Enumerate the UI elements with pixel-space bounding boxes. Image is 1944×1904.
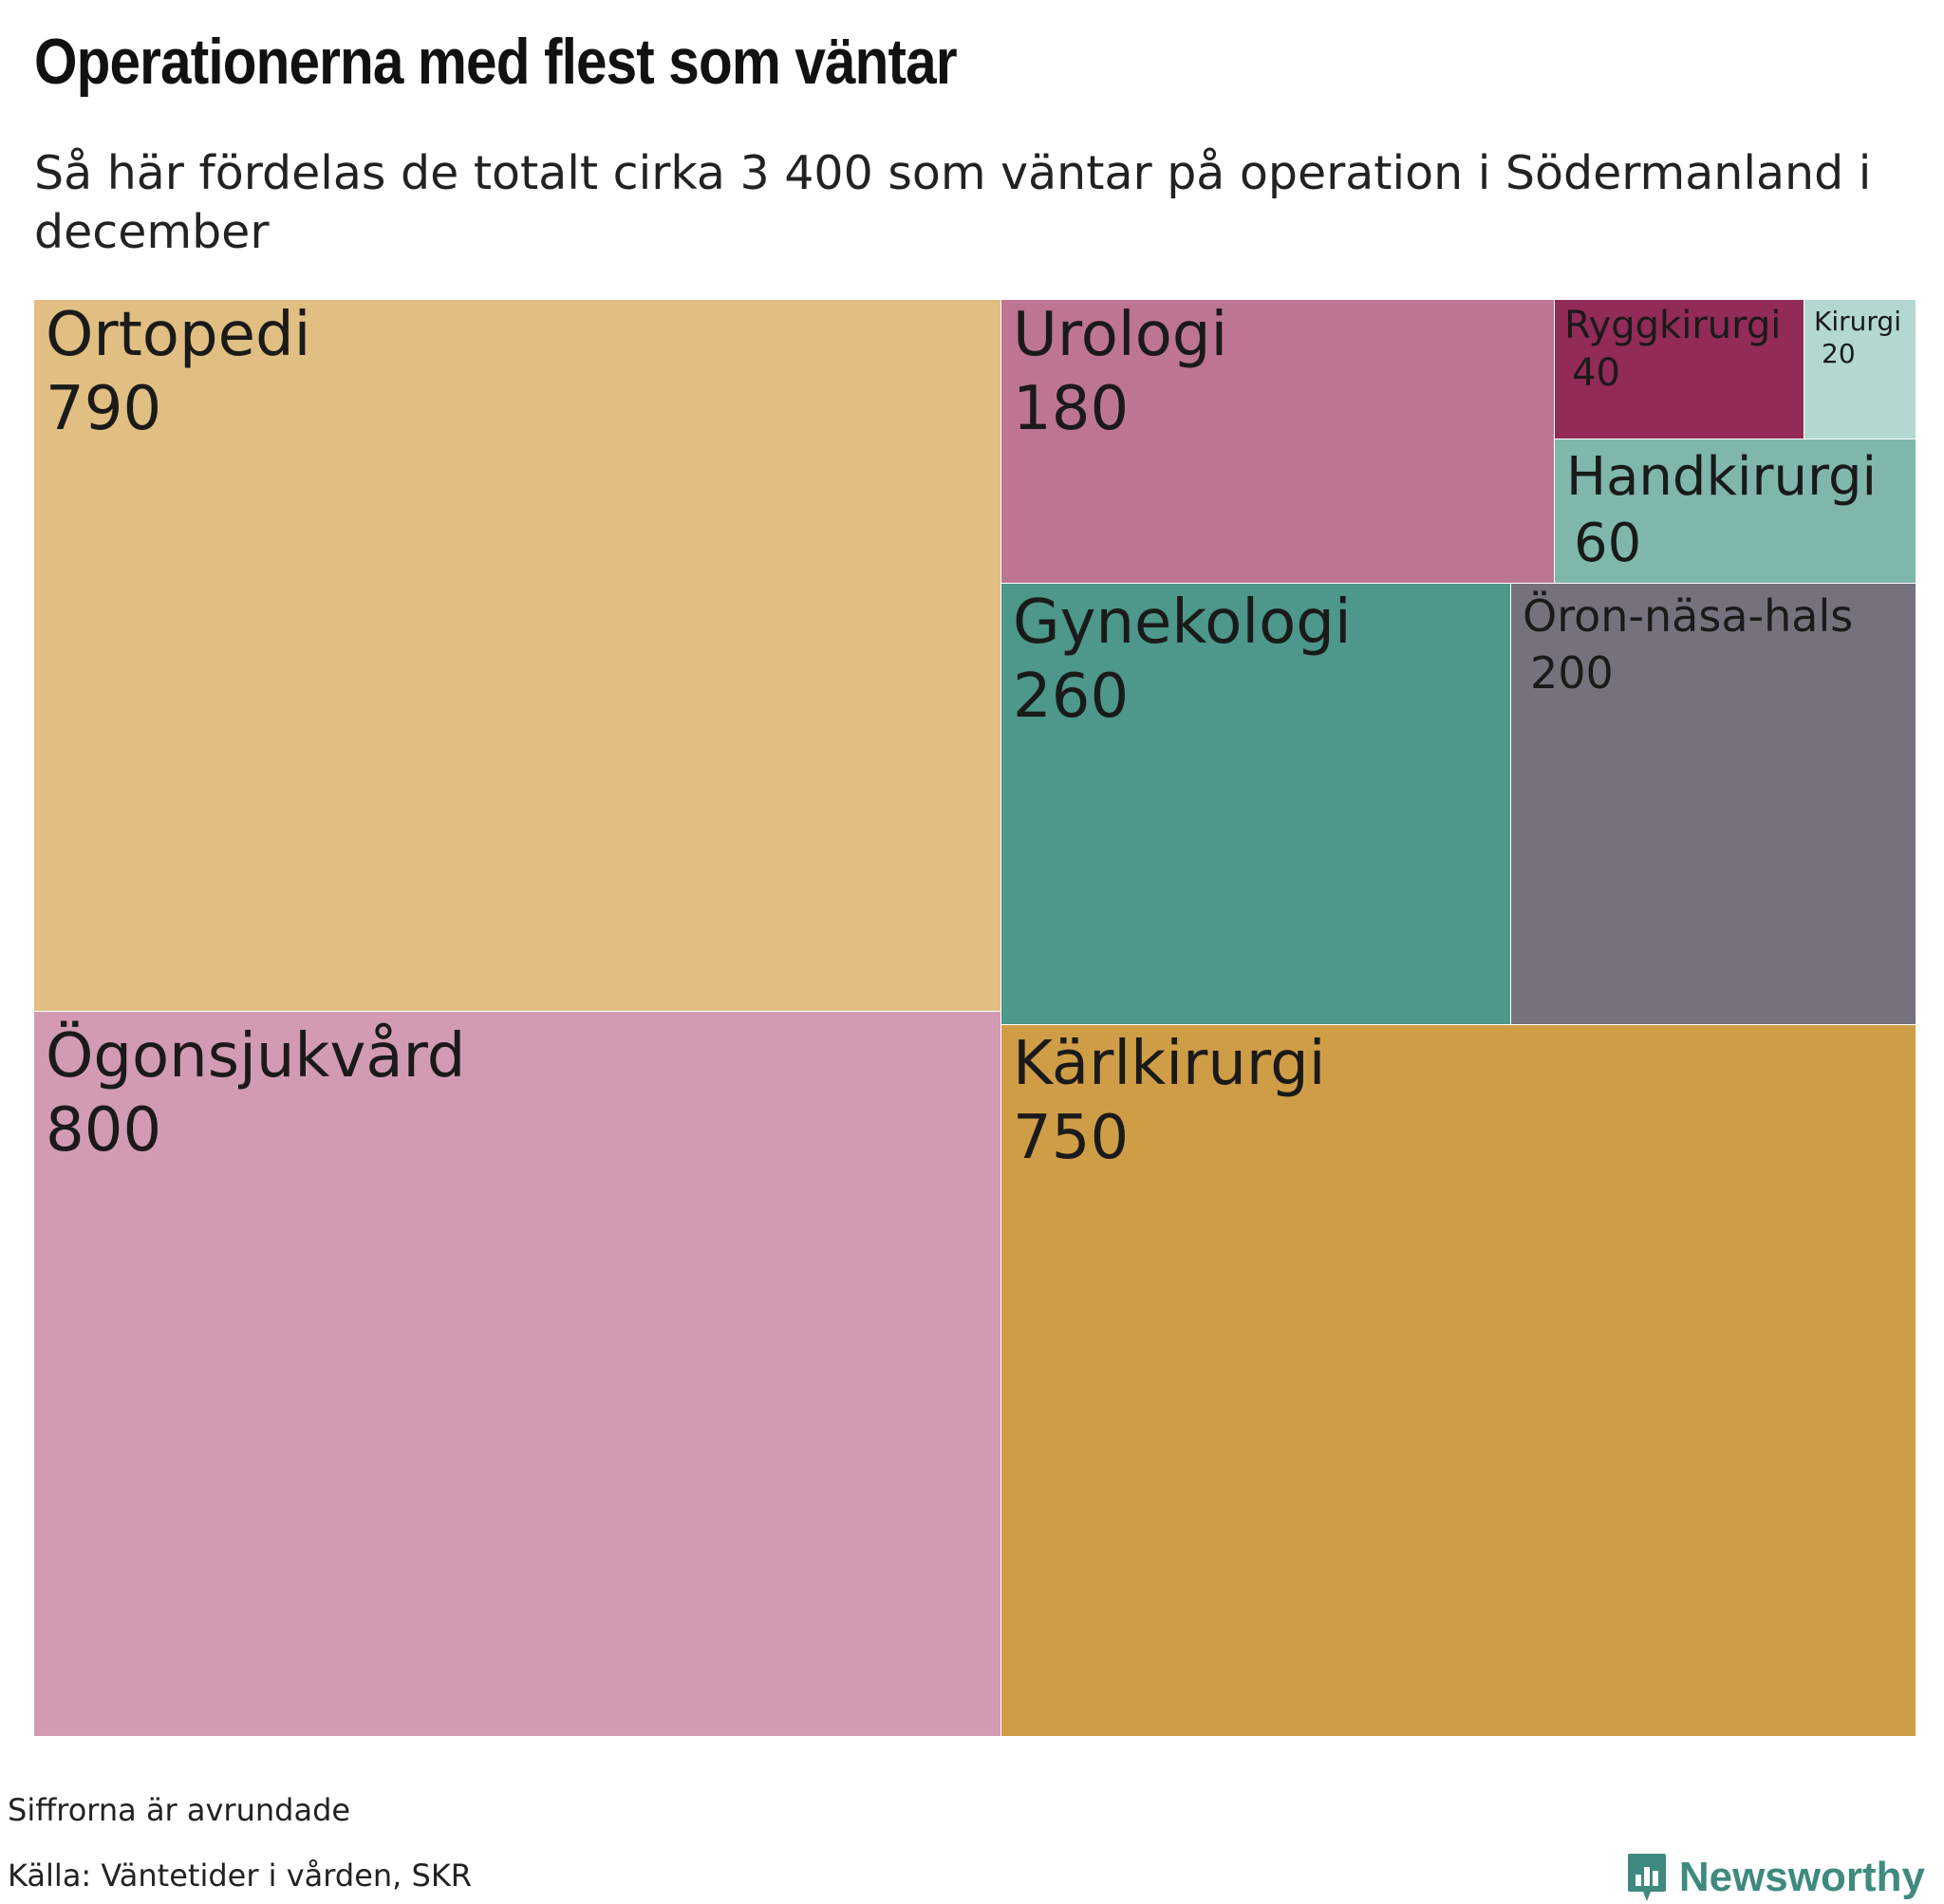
treemap-tile-oron-nasa-hals — [1511, 584, 1916, 1024]
tile-value-urologi: 180 — [1013, 374, 1129, 444]
treemap-tile-ortopedi — [34, 300, 1000, 1011]
tile-value-ryggkirurgi: 40 — [1572, 351, 1620, 395]
tile-label-urologi: Urologi — [1013, 300, 1227, 370]
tile-value-karlkirurgi: 750 — [1013, 1103, 1129, 1173]
tile-label-ogonsjukvard: Ögonsjukvård — [46, 1020, 465, 1092]
treemap-tile-ogonsjukvard — [34, 1012, 1000, 1736]
tile-value-ortopedi: 790 — [46, 374, 161, 444]
tile-label-ortopedi: Ortopedi — [46, 300, 310, 370]
treemap-tile-karlkirurgi — [1001, 1025, 1916, 1736]
treemap-tile-urologi — [1001, 300, 1554, 583]
tile-label-kirurgi: Kirurgi — [1814, 306, 1901, 337]
tile-value-gynekologi: 260 — [1013, 662, 1129, 732]
chart-subtitle: Så här fördelas de totalt cirka 3 400 so… — [34, 146, 1872, 259]
treemap-tile-ryggkirurgi — [1555, 300, 1804, 439]
tile-label-ryggkirurgi: Ryggkirurgi — [1564, 304, 1781, 347]
newsworthy-logo-text: Newsworthy — [1678, 1854, 1925, 1900]
source-note: Källa: Väntetider i vården, SKR — [8, 1857, 473, 1894]
newsworthy-logo: Newsworthy — [1626, 1851, 1925, 1904]
tile-label-handkirurgi: Handkirurgi — [1566, 446, 1877, 508]
treemap-tile-kirurgi — [1804, 300, 1916, 439]
tile-label-oron-nasa-hals: Öron-näsa-hals — [1523, 590, 1853, 642]
tile-value-oron-nasa-hals: 200 — [1530, 647, 1614, 699]
tile-value-handkirurgi: 60 — [1574, 513, 1641, 574]
treemap-tile-handkirurgi — [1555, 439, 1916, 583]
chart-title: Operationerna med flest som väntar — [34, 26, 958, 98]
rounding-note: Siffrorna är avrundade — [8, 1792, 351, 1828]
tile-value-ogonsjukvard: 800 — [46, 1095, 161, 1166]
tile-value-kirurgi: 20 — [1822, 338, 1856, 369]
tile-label-gynekologi: Gynekologi — [1013, 588, 1352, 658]
newsworthy-logo-icon — [1627, 1854, 1666, 1901]
treemap-tile-gynekologi — [1001, 584, 1510, 1024]
tile-label-karlkirurgi: Kärlkirurgi — [1013, 1029, 1325, 1099]
